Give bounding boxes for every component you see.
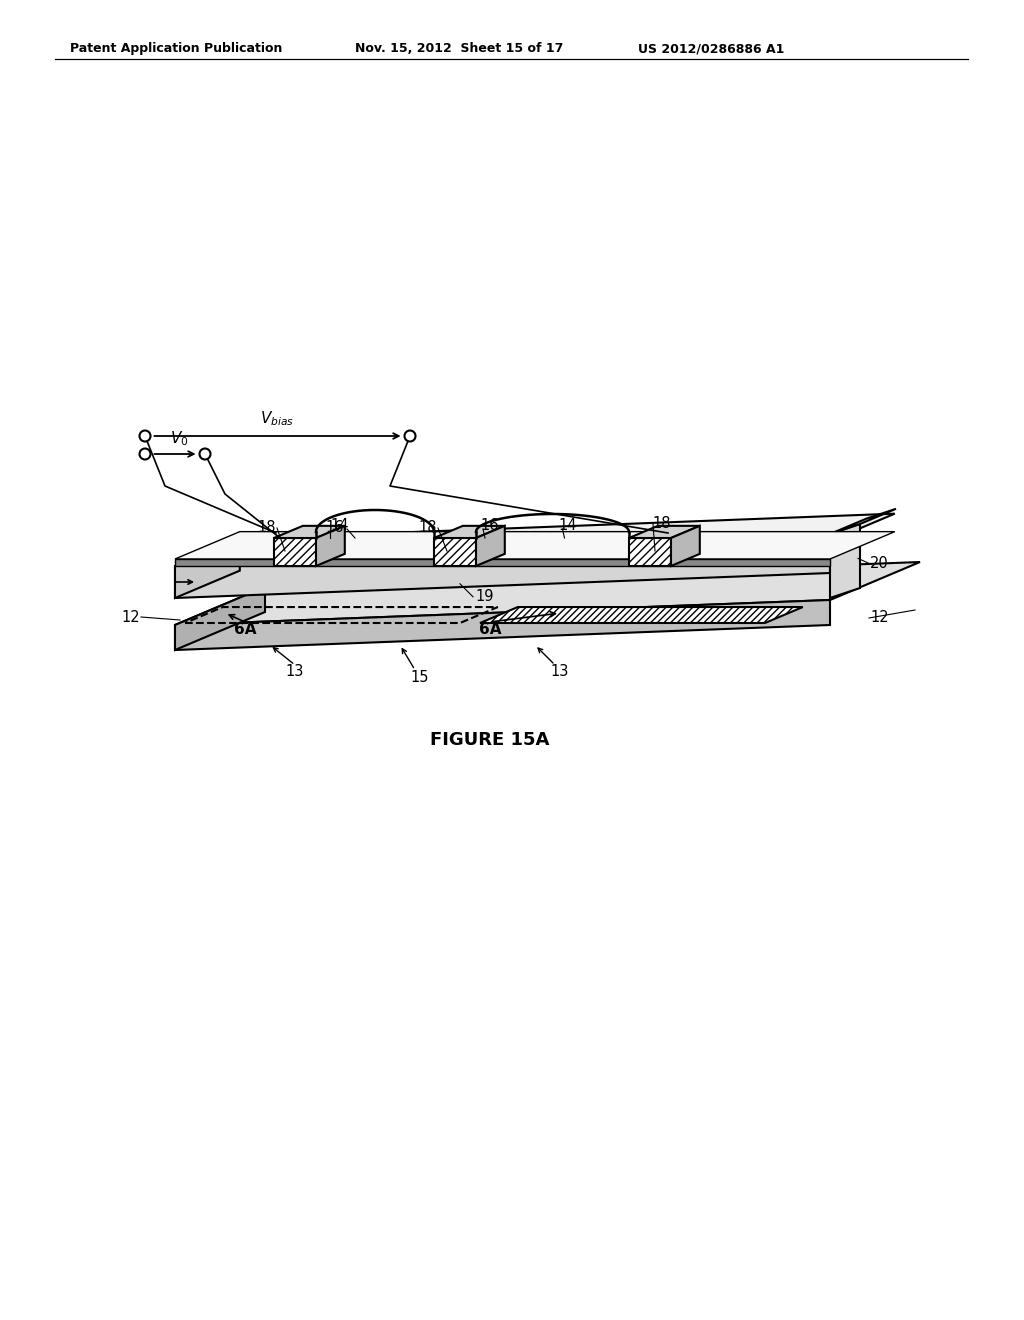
Polygon shape xyxy=(671,525,699,566)
Text: US 2012/0286886 A1: US 2012/0286886 A1 xyxy=(638,42,784,55)
Text: Patent Application Publication: Patent Application Publication xyxy=(70,42,283,55)
Text: 6A: 6A xyxy=(233,623,256,638)
Text: 15: 15 xyxy=(411,669,429,685)
Polygon shape xyxy=(175,532,895,558)
Polygon shape xyxy=(175,558,830,566)
Polygon shape xyxy=(274,539,316,566)
Text: $V_{bias}$: $V_{bias}$ xyxy=(260,409,295,428)
Text: 14: 14 xyxy=(331,519,349,533)
Text: $V_0$: $V_0$ xyxy=(170,429,188,447)
Polygon shape xyxy=(480,607,803,623)
Circle shape xyxy=(139,449,151,459)
Polygon shape xyxy=(830,535,860,550)
Polygon shape xyxy=(175,539,240,598)
Polygon shape xyxy=(175,587,265,649)
Circle shape xyxy=(139,430,151,441)
Text: 18: 18 xyxy=(419,520,437,536)
Polygon shape xyxy=(175,541,830,598)
Text: 12: 12 xyxy=(122,610,140,624)
Text: 18: 18 xyxy=(652,516,671,532)
Text: 18: 18 xyxy=(257,520,276,536)
Polygon shape xyxy=(434,525,505,539)
Text: 12: 12 xyxy=(870,610,889,626)
Circle shape xyxy=(200,449,211,459)
Polygon shape xyxy=(830,508,896,535)
Polygon shape xyxy=(830,524,860,598)
Polygon shape xyxy=(476,525,505,566)
Text: 13: 13 xyxy=(286,664,304,680)
Polygon shape xyxy=(175,562,920,624)
Text: 13: 13 xyxy=(551,664,569,680)
Polygon shape xyxy=(316,525,345,566)
Polygon shape xyxy=(175,601,830,649)
Polygon shape xyxy=(175,513,895,566)
Text: 16: 16 xyxy=(480,519,500,533)
Polygon shape xyxy=(629,525,699,539)
Text: 16: 16 xyxy=(326,520,344,536)
Circle shape xyxy=(404,430,416,441)
Text: Nov. 15, 2012  Sheet 15 of 17: Nov. 15, 2012 Sheet 15 of 17 xyxy=(355,42,563,55)
Text: 19: 19 xyxy=(475,589,494,605)
Text: 6A: 6A xyxy=(479,623,502,638)
Polygon shape xyxy=(629,539,671,566)
Text: 20: 20 xyxy=(870,556,889,570)
Polygon shape xyxy=(434,539,476,566)
Polygon shape xyxy=(274,525,345,539)
Text: FIGURE 15A: FIGURE 15A xyxy=(430,731,550,748)
Text: 14: 14 xyxy=(558,519,577,533)
